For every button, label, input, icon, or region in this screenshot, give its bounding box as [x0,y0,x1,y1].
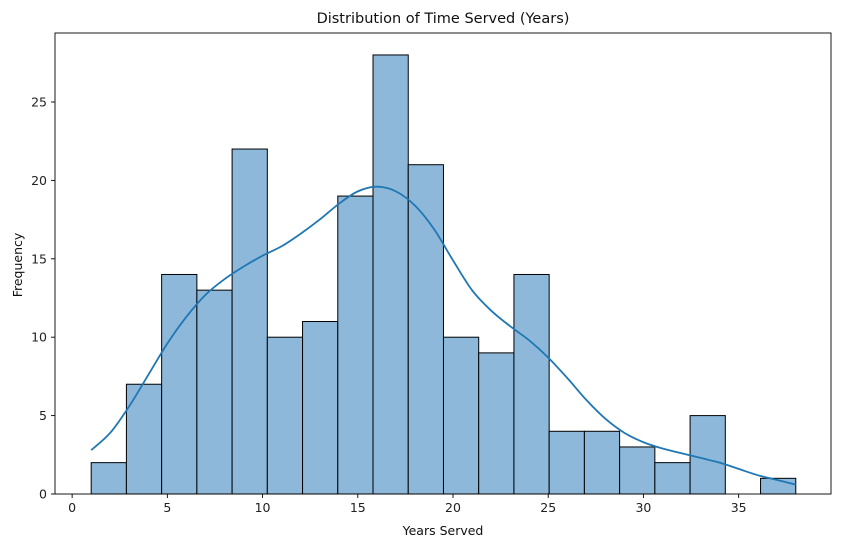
histogram-bar [196,289,233,495]
histogram-bar [231,148,268,495]
histogram-bar [478,352,515,495]
histogram-bar [125,383,163,495]
kde-curve-group [90,185,796,486]
y-axis-label: Frequency [10,232,25,297]
histogram-bar [407,164,444,495]
chart-title: Distribution of Time Served (Years) [317,11,570,27]
x-axis-label: Years Served [402,523,484,538]
x-tick-label: 35 [731,500,747,515]
x-tick-label: 20 [445,500,461,515]
x-tick-label: 5 [163,500,171,515]
histogram-bar [161,273,198,495]
x-tick-label: 0 [68,500,76,515]
histogram-bar [372,54,409,495]
y-tick-label: 10 [31,330,47,345]
x-axis-ticks: 0 5 10 15 20 25 30 35 [68,494,747,515]
x-tick-label: 30 [635,500,651,515]
x-tick-label: 10 [255,500,271,515]
y-tick-label: 15 [31,251,47,266]
y-tick-label: 0 [39,487,47,502]
histogram-bar [513,273,550,495]
y-tick-label: 5 [39,408,47,423]
y-tick-label: 20 [31,173,47,188]
y-tick-label: 25 [31,94,47,109]
histogram-bar [337,195,374,495]
y-axis-ticks: 0 5 10 15 20 25 [31,94,55,502]
x-tick-label: 25 [540,500,556,515]
histogram-bar [548,430,585,495]
histogram-bar [654,462,691,495]
histogram-bar [302,321,339,495]
histogram-bar [90,462,127,495]
x-tick-label: 15 [350,500,366,515]
histogram-bar [583,430,621,495]
histogram-bar [266,336,304,495]
histogram-bar [442,336,480,495]
kde-curve [90,185,796,486]
plot-frame [54,32,832,495]
histogram-bar [619,446,656,495]
histogram-bar [689,415,726,495]
